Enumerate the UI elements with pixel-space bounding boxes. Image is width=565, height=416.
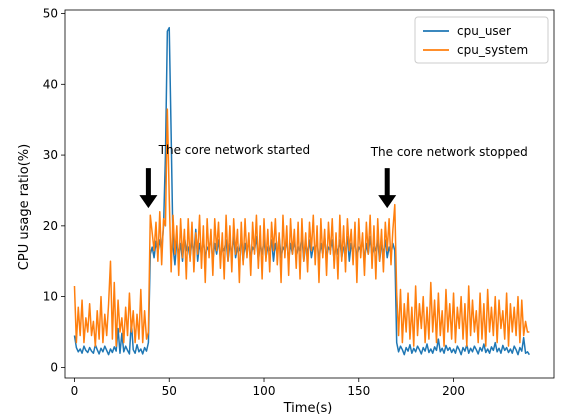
y-tick-label: 10 <box>43 290 58 304</box>
x-axis-label: Time(s) <box>283 401 333 416</box>
y-tick-label: 30 <box>43 148 58 162</box>
x-tick-label: 50 <box>162 384 177 398</box>
axes-frame <box>64 9 555 379</box>
legend-entry: cpu_system <box>457 43 528 57</box>
series-line-cpu-system <box>73 108 530 347</box>
annotations: The core network started The core network… <box>139 143 528 209</box>
legend-entry: cpu_user <box>457 24 511 38</box>
y-tick-label: 20 <box>43 219 58 233</box>
y-tick-label: 40 <box>43 77 58 91</box>
axes: 0 50 100 150 200 0 10 20 30 40 50 <box>43 7 555 398</box>
annotation-label: The core network started <box>158 143 310 157</box>
x-tick-label: 150 <box>347 384 370 398</box>
x-tick-label: 100 <box>253 384 276 398</box>
x-tick-label: 0 <box>71 384 79 398</box>
legend-box <box>414 16 549 64</box>
y-tick-label: 0 <box>50 360 58 374</box>
annotation-arrow <box>378 168 397 209</box>
plot-area <box>73 26 530 356</box>
y-axis-label: CPU usage ratio(%) <box>17 144 32 270</box>
annotation-label: The core network stopped <box>370 145 528 159</box>
y-tick-label: 50 <box>43 7 58 21</box>
x-tick-label: 200 <box>442 384 465 398</box>
legend: cpu_user cpu_system <box>414 16 549 64</box>
annotation-arrow <box>139 168 158 209</box>
